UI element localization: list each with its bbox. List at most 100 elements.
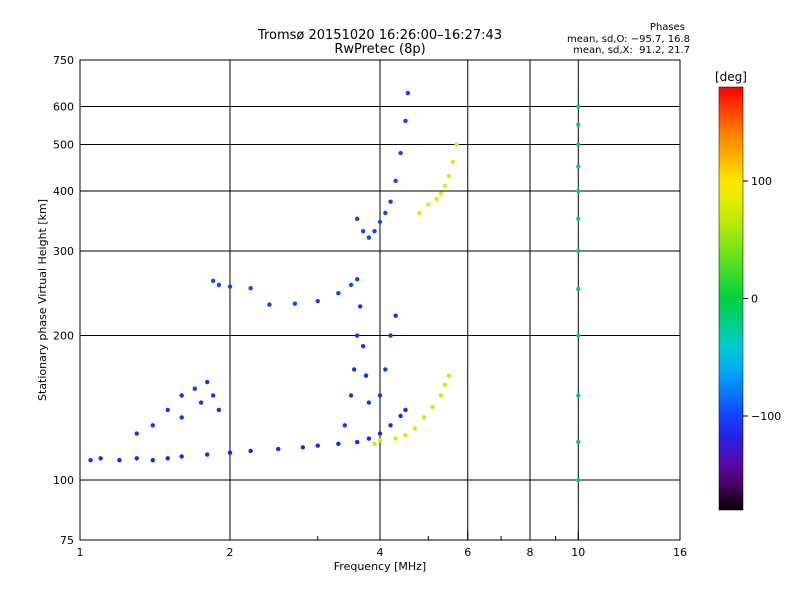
data-point [442, 382, 448, 387]
data-point [372, 228, 377, 234]
data-point [576, 439, 581, 445]
data-point [412, 426, 418, 431]
data-point [393, 313, 398, 318]
colorbar-tick-label: 0 [751, 293, 758, 306]
data-point [351, 367, 357, 372]
data-point [216, 407, 222, 413]
data-point [360, 344, 366, 349]
data-point [426, 202, 431, 207]
data-point [204, 452, 210, 457]
data-point [165, 456, 170, 461]
data-point [357, 304, 363, 309]
data-point [417, 210, 422, 216]
data-point [442, 183, 448, 189]
data-point [204, 379, 210, 385]
data-point [88, 457, 93, 463]
data-point [366, 400, 372, 405]
y-tick-label: 75 [60, 534, 74, 547]
data-point [210, 393, 216, 398]
data-point [576, 188, 581, 194]
data-point [576, 216, 581, 222]
data-point [576, 248, 581, 254]
data-point [165, 407, 170, 413]
data-point [454, 142, 459, 147]
series-group [210, 277, 360, 307]
data-point [134, 431, 139, 436]
data-point [315, 298, 320, 304]
series-group [134, 379, 222, 436]
data-point [576, 122, 581, 127]
data-point [377, 393, 383, 398]
data-point [248, 448, 253, 454]
data-point [398, 150, 403, 156]
data-point [179, 454, 184, 459]
data-point [388, 333, 393, 338]
chart-title: Tromsø 20151020 16:26:00–16:27:43 [257, 28, 503, 43]
y-tick-label: 600 [53, 101, 74, 114]
data-point [438, 393, 444, 398]
x-tick-label: 2 [227, 546, 234, 559]
data-point [342, 423, 348, 428]
data-point [446, 373, 452, 378]
series-group [342, 304, 398, 428]
phase-info-x: mean, sd,X: 91.2, 21.7 [573, 45, 690, 56]
x-tick-label: 4 [377, 546, 384, 559]
data-point [336, 441, 341, 446]
data-point [179, 393, 184, 398]
data-point [366, 235, 372, 240]
data-point [179, 415, 184, 420]
data-point [150, 423, 156, 428]
data-point [363, 373, 369, 378]
colorbar-tick-label: 100 [751, 175, 772, 188]
data-point [576, 286, 581, 292]
data-point [192, 386, 198, 391]
y-tick-label: 500 [53, 139, 74, 152]
phase-info-heading: Phases [649, 22, 685, 33]
data-point [576, 164, 581, 169]
colorbar-label: [deg] [715, 70, 747, 84]
x-tick-label: 1 [77, 546, 84, 559]
data-point [315, 443, 320, 448]
data-point [403, 432, 408, 438]
data-point [227, 450, 233, 455]
y-axis-label: Stationary phase Virtual Height [km] [36, 199, 49, 401]
x-tick-label: 16 [673, 546, 687, 559]
data-point [248, 285, 253, 291]
data-point [438, 191, 444, 196]
data-point [210, 278, 216, 284]
data-point [354, 439, 360, 445]
data-point [198, 400, 204, 405]
data-point [267, 302, 272, 307]
series-group [576, 104, 581, 483]
data-point [421, 415, 427, 420]
data-point [360, 228, 366, 234]
data-point [450, 159, 456, 165]
data-point [276, 446, 281, 452]
x-tick-label: 8 [527, 546, 534, 559]
data-point [300, 445, 306, 450]
data-point [377, 219, 383, 225]
data-point [227, 284, 233, 289]
data-point [398, 413, 403, 419]
data-point [576, 333, 581, 338]
y-tick-label: 200 [53, 330, 74, 343]
data-point [134, 456, 139, 461]
data-point [366, 436, 372, 441]
y-tick-label: 750 [53, 54, 74, 67]
data-point [388, 199, 393, 204]
data-point [393, 178, 398, 184]
data-point [292, 301, 298, 306]
series-group [417, 142, 459, 216]
y-tick-label: 300 [53, 245, 74, 258]
data-point [150, 457, 156, 463]
data-point [377, 431, 383, 436]
data-point [216, 282, 222, 288]
data-point [383, 367, 388, 372]
phase-info-o: mean, sd,O: −95.7, 16.8 [567, 34, 690, 45]
data-point [348, 282, 354, 288]
data-point [576, 393, 581, 398]
data-point [403, 407, 408, 413]
data-point [383, 210, 388, 216]
data-point [354, 216, 360, 222]
y-tick-label: 400 [53, 185, 74, 198]
